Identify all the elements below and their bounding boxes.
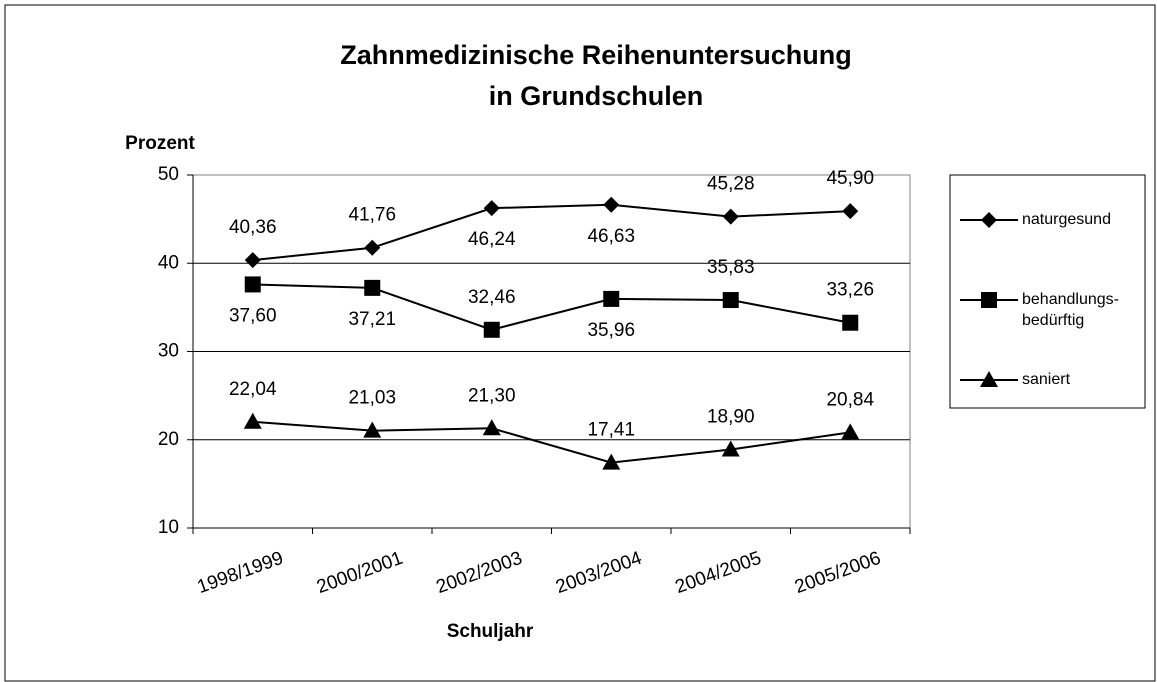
y-tick-label: 50 [158,164,179,185]
data-label: 45,90 [826,168,874,189]
legend-entry: behandlungs-bedürftig [960,291,1119,329]
data-label: 21,30 [468,385,516,406]
series-line [252,283,851,331]
data-label: 18,90 [707,406,755,427]
legend-entry: naturgesund [960,211,1111,228]
data-label: 46,63 [587,226,635,247]
legend-label: saniert [1022,371,1071,388]
legend-label: behandlungs-bedürftig [1022,291,1119,329]
marker [721,440,740,457]
y-axis-title: Prozent [125,133,195,154]
legend-marker [981,292,997,308]
data-label: 20,84 [826,389,874,410]
data-label: 40,36 [229,217,277,238]
marker [483,200,500,217]
marker [363,421,382,438]
data-label: 17,41 [587,420,635,441]
marker [722,208,739,225]
data-label: 37,60 [229,305,277,326]
legend-label: naturgesund [1022,211,1111,228]
data-label: 21,03 [348,388,396,409]
legend-marker [980,371,998,387]
data-label: 37,21 [348,309,396,330]
marker [364,239,381,256]
marker [603,196,620,213]
chart-title: Zahnmedizinische Reihenuntersuchung [340,40,852,70]
y-tick-label: 20 [158,429,179,450]
marker [364,279,381,296]
marker [842,203,859,220]
marker [243,412,262,429]
legend-marker [981,212,997,228]
y-tick-label: 40 [158,252,179,273]
chart-title: in Grundschulen [489,81,704,111]
marker [483,321,500,338]
series-line [252,203,851,262]
data-label: 46,24 [468,229,516,250]
x-axis-title: Schuljahr [447,621,534,642]
marker [722,292,739,309]
data-label: 45,28 [707,174,755,195]
legend-box [949,174,1146,409]
data-label: 32,46 [468,287,516,308]
y-tick-label: 10 [158,517,179,538]
marker [482,419,501,436]
series-line [252,420,851,464]
y-tick-label: 30 [158,341,179,362]
data-label: 22,04 [229,379,277,400]
data-label: 35,83 [707,257,755,278]
marker [603,290,620,307]
marker [841,423,860,440]
data-label: 33,26 [826,280,874,301]
data-label: 35,96 [587,320,635,341]
marker [842,314,859,331]
legend-entry: saniert [960,371,1071,388]
marker [602,453,621,470]
marker [244,276,261,293]
data-label: 41,76 [348,205,396,226]
marker [244,252,261,269]
